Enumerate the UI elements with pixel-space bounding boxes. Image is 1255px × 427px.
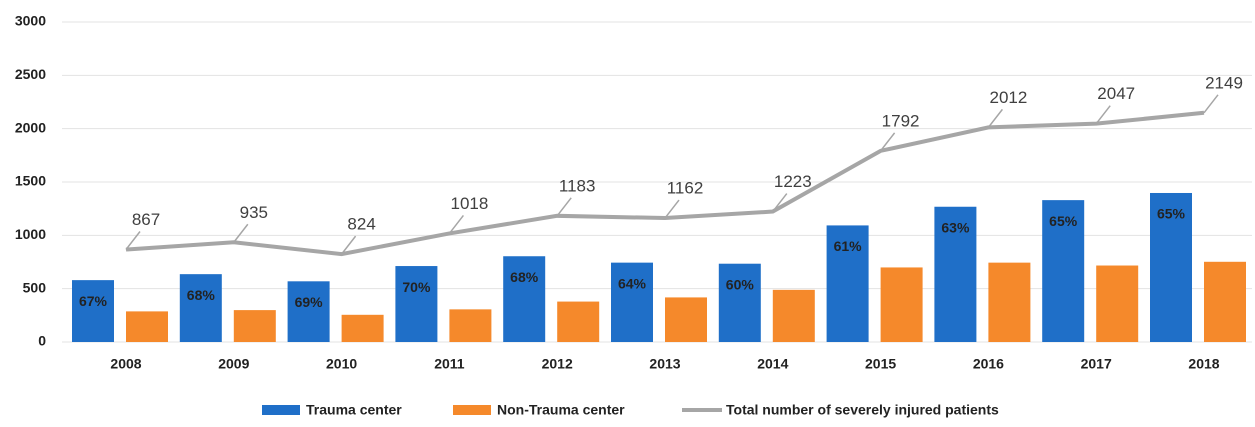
- leader-line: [233, 223, 249, 243]
- bar: [395, 266, 438, 342]
- bar: [503, 256, 546, 342]
- share-label: 67%: [79, 293, 108, 309]
- y-tick-label: 1500: [15, 173, 46, 189]
- bar: [233, 310, 276, 342]
- leader-line: [556, 197, 572, 217]
- bar: [179, 274, 222, 342]
- share-label: 69%: [295, 294, 324, 310]
- bar: [988, 262, 1031, 342]
- share-label: 63%: [941, 219, 970, 235]
- share-label: 65%: [1049, 213, 1078, 229]
- data-label: 1792: [882, 111, 920, 130]
- data-label: 824: [347, 215, 375, 234]
- x-tick-label: 2010: [326, 356, 357, 372]
- x-tick-label: 2008: [110, 356, 141, 372]
- leader-line: [1203, 94, 1219, 114]
- bar: [1204, 261, 1246, 342]
- x-tick-label: 2013: [649, 356, 680, 372]
- share-label: 68%: [187, 287, 216, 303]
- leader-line: [125, 231, 141, 250]
- leader-line: [880, 132, 896, 152]
- y-tick-label: 1000: [15, 226, 46, 242]
- data-label: 2149: [1205, 73, 1243, 92]
- data-label: 2012: [989, 88, 1027, 107]
- data-label: 935: [240, 203, 268, 222]
- bar: [126, 311, 168, 342]
- y-tick-label: 3000: [15, 13, 46, 29]
- leader-line: [341, 235, 357, 255]
- bar: [449, 309, 492, 342]
- bar: [1042, 200, 1085, 342]
- legend-label: Trauma center: [306, 402, 402, 418]
- bar: [341, 314, 384, 342]
- data-label: 1223: [774, 172, 812, 191]
- data-label: 1183: [559, 176, 596, 195]
- data-label: 1162: [667, 179, 704, 198]
- x-tick-label: 2015: [865, 356, 896, 372]
- bar: [718, 263, 761, 342]
- x-tick-label: 2014: [757, 356, 788, 372]
- legend-swatch: [453, 405, 491, 415]
- share-label: 70%: [402, 279, 431, 295]
- legend-swatch: [262, 405, 300, 415]
- share-label: 60%: [726, 276, 755, 292]
- data-label: 867: [132, 210, 160, 229]
- bar: [72, 280, 114, 342]
- x-tick-label: 2009: [218, 356, 249, 372]
- x-tick-label: 2016: [973, 356, 1004, 372]
- y-tick-label: 2000: [15, 119, 46, 135]
- share-label: 61%: [834, 238, 863, 254]
- data-label: 1018: [450, 194, 488, 213]
- bar: [880, 267, 923, 342]
- y-tick-label: 2500: [15, 66, 46, 82]
- x-tick-label: 2017: [1081, 356, 1112, 372]
- x-tick-label: 2018: [1188, 356, 1219, 372]
- bar: [772, 289, 815, 342]
- y-tick-label: 500: [23, 279, 47, 295]
- x-tick-label: 2012: [542, 356, 573, 372]
- bar: [826, 225, 869, 342]
- bar: [557, 301, 600, 342]
- bar: [1150, 192, 1192, 342]
- bar: [934, 206, 977, 342]
- legend-label: Total number of severely injured patient…: [726, 402, 999, 418]
- share-label: 65%: [1157, 206, 1186, 222]
- bar: [1096, 265, 1139, 342]
- bar: [611, 262, 653, 342]
- leader-line: [772, 193, 788, 213]
- x-tick-label: 2011: [434, 356, 465, 372]
- leader-line: [448, 214, 464, 234]
- bar: [287, 281, 330, 342]
- legend-label: Non-Trauma center: [497, 402, 625, 418]
- bar: [665, 297, 707, 342]
- leader-line: [664, 199, 680, 219]
- data-label: 2047: [1097, 84, 1135, 103]
- leader-line: [987, 108, 1003, 128]
- share-label: 64%: [618, 275, 647, 291]
- y-tick-label: 0: [38, 333, 46, 349]
- leader-line: [1095, 105, 1111, 125]
- share-label: 68%: [510, 269, 539, 285]
